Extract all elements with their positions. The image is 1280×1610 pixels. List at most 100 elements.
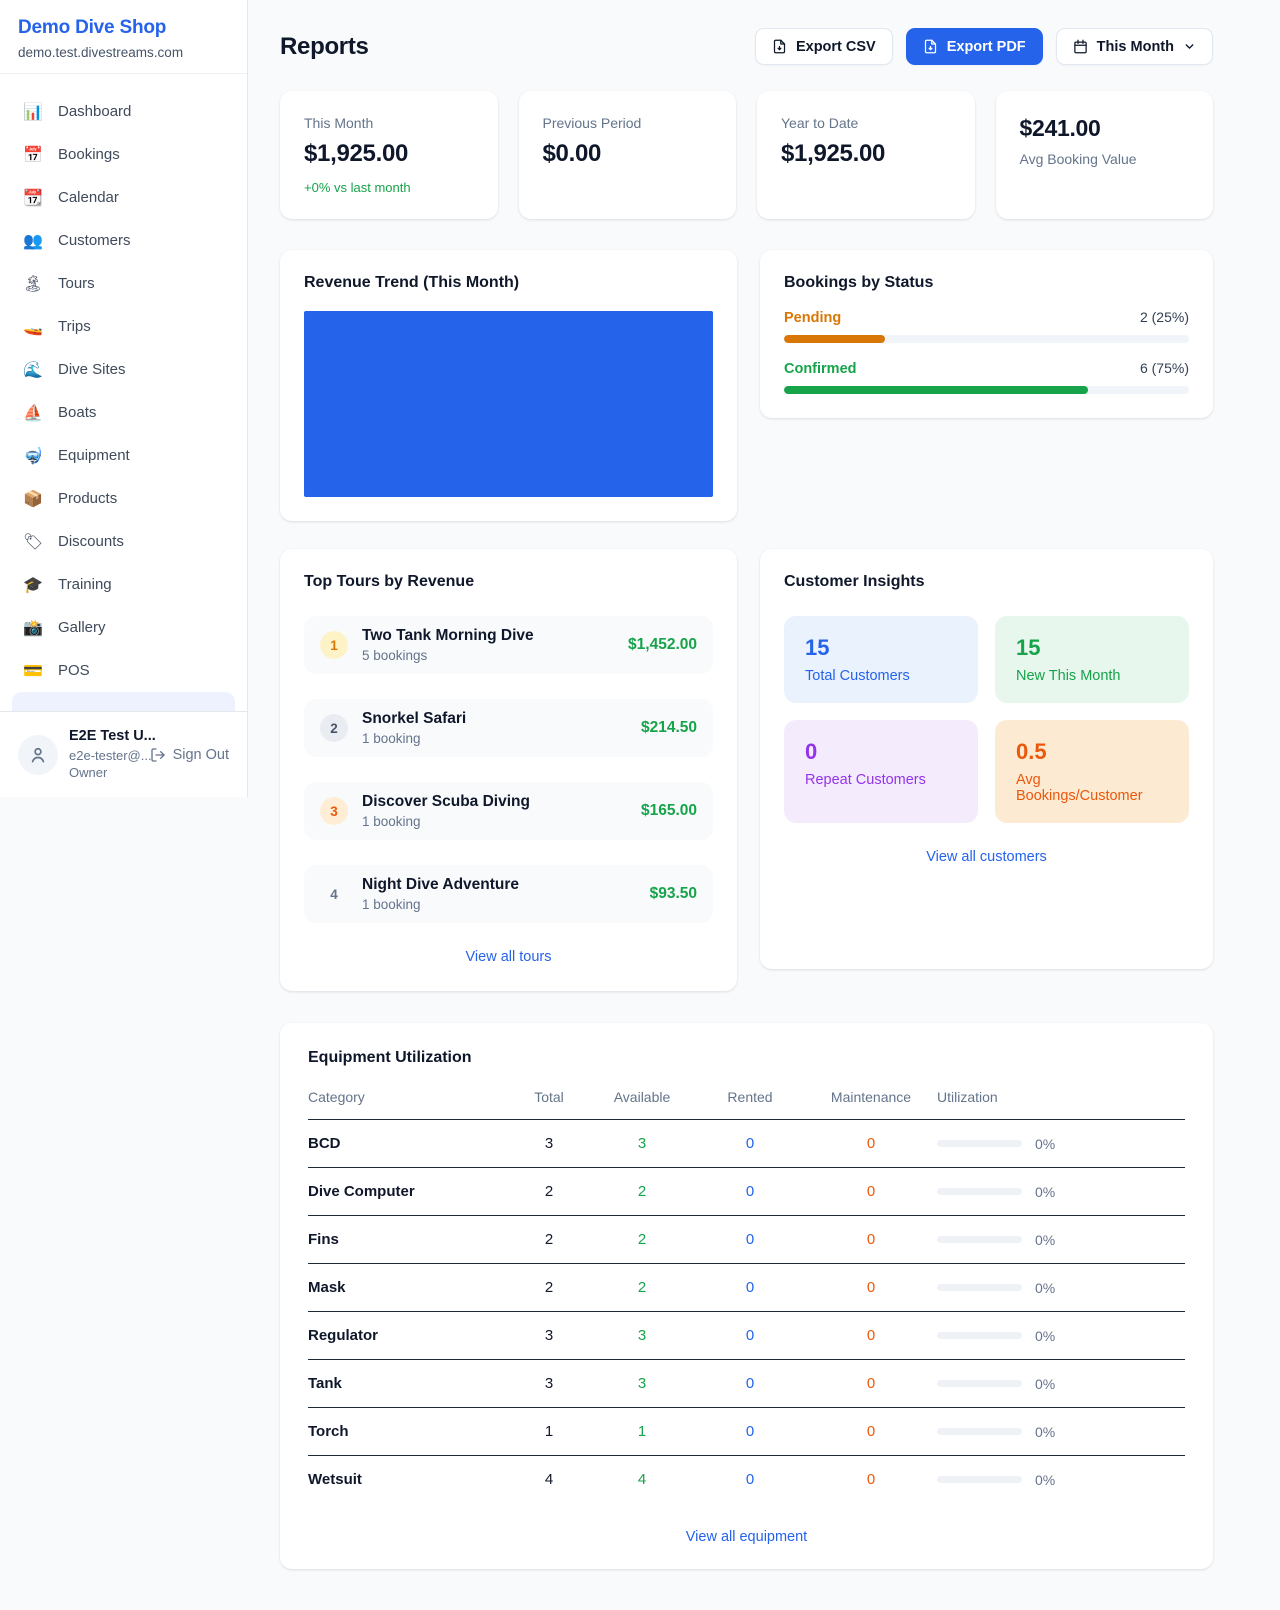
cell-rented: 0 <box>695 1407 805 1456</box>
equipment-table: Category Total Available Rented Maintena… <box>308 1089 1185 1503</box>
utilization-bar <box>937 1380 1022 1387</box>
sailboat-icon: ⛵ <box>23 404 43 422</box>
stat-label: Year to Date <box>781 115 859 131</box>
view-all-tours-link[interactable]: View all tours <box>465 949 552 965</box>
equipment-utilization-title: Equipment Utilization <box>308 1049 472 1066</box>
utilization-bar <box>937 1140 1022 1147</box>
sidebar-item-equipment[interactable]: 🤿 Equipment <box>12 434 235 477</box>
sidebar-item-pos[interactable]: 💳 POS <box>12 649 235 692</box>
utilization-value: 0% <box>1035 1423 1056 1440</box>
utilization-value: 0% <box>1035 1471 1056 1488</box>
col-maintenance: Maintenance <box>805 1089 937 1120</box>
tour-list-item: 4 Night Dive Adventure 1 booking $93.50 <box>304 865 713 923</box>
tour-list-item: 1 Two Tank Morning Dive 5 bookings $1,45… <box>304 616 713 674</box>
sidebar-item-label: Customers <box>58 232 131 249</box>
sidebar-item-label: Tours <box>58 275 95 292</box>
sidebar-item-reports-selected[interactable] <box>12 692 235 711</box>
tile-label: Avg Bookings/Customer <box>1016 772 1143 804</box>
tag-icon: 🏷 <box>22 533 44 551</box>
period-dropdown[interactable]: This Month <box>1055 28 1213 65</box>
calendar-icon: 📅 <box>23 146 43 164</box>
progress-track <box>784 335 1189 343</box>
tile-value: 15 <box>1016 635 1041 660</box>
brand-block: Demo Dive Shop demo.test.divestreams.com <box>0 0 247 74</box>
sidebar-item-training[interactable]: 🎓 Training <box>12 563 235 606</box>
stat-label: Previous Period <box>542 115 642 131</box>
cell-total: 3 <box>509 1359 589 1408</box>
stat-delta: +0% vs last month <box>304 180 411 195</box>
utilization-bar <box>937 1428 1022 1435</box>
sidebar-item-calendar[interactable]: 📆 Calendar <box>12 176 235 219</box>
tour-revenue: $93.50 <box>649 885 697 902</box>
sidebar-item-customers[interactable]: 👥 Customers <box>12 219 235 262</box>
stat-card-previous-period: Previous Period $0.00 <box>518 91 736 219</box>
cell-rented: 0 <box>695 1119 805 1168</box>
equipment-utilization-card: Equipment Utilization Category Total Ava… <box>280 1023 1213 1569</box>
sidebar-item-dive-sites[interactable]: 🌊 Dive Sites <box>12 348 235 391</box>
sidebar-item-label: Training <box>58 576 112 593</box>
charts-row: Revenue Trend (This Month) Bookings by S… <box>280 250 1213 521</box>
sidebar-item-label: Equipment <box>58 447 130 464</box>
utilization-value: 0% <box>1035 1135 1056 1152</box>
rank-badge: 1 <box>320 631 348 659</box>
export-csv-button[interactable]: Export CSV <box>754 28 893 65</box>
sidebar-item-bookings[interactable]: 📅 Bookings <box>12 133 235 176</box>
cell-maintenance: 0 <box>805 1407 937 1456</box>
period-label: This Month <box>1096 38 1174 55</box>
view-all-equipment-link[interactable]: View all equipment <box>685 1529 808 1545</box>
bookings-by-status-card: Bookings by Status Pending 2 (25%) Confi… <box>760 250 1213 418</box>
cell-maintenance: 0 <box>805 1119 937 1168</box>
bar-chart-icon: 📊 <box>23 103 43 121</box>
people-icon: 👥 <box>23 232 43 250</box>
cell-maintenance: 0 <box>805 1215 937 1264</box>
sidebar-item-label: Trips <box>58 318 91 335</box>
shop-name: Demo Dive Shop <box>18 17 167 38</box>
table-row: Torch 1 1 0 0 0% <box>308 1407 1185 1456</box>
sidebar: Demo Dive Shop demo.test.divestreams.com… <box>0 0 248 797</box>
page-title: Reports <box>280 32 369 60</box>
tour-bookings: 5 bookings <box>362 648 428 663</box>
sidebar-item-dashboard[interactable]: 📊 Dashboard <box>12 90 235 133</box>
user-role: Owner <box>69 765 108 781</box>
utilization-bar <box>937 1284 1022 1291</box>
cell-category: Dive Computer <box>308 1167 509 1216</box>
cell-available: 2 <box>589 1215 695 1264</box>
header-actions: Export CSV Export PDF This Month <box>754 28 1213 65</box>
tile-new-this-month: 15 New This Month <box>995 616 1189 703</box>
sidebar-item-gallery[interactable]: 📸 Gallery <box>12 606 235 649</box>
view-all-customers-link[interactable]: View all customers <box>926 849 1047 865</box>
table-row: Wetsuit 4 4 0 0 0% <box>308 1456 1185 1504</box>
sidebar-item-boats[interactable]: ⛵ Boats <box>12 391 235 434</box>
sidebar-item-discounts[interactable]: 🏷 Discounts <box>12 520 235 563</box>
stat-card-year-to-date: Year to Date $1,925.00 <box>757 91 975 219</box>
tile-value: 15 <box>805 635 830 660</box>
utilization-value: 0% <box>1035 1183 1056 1200</box>
camera-icon: 📸 <box>23 619 43 637</box>
tile-label: New This Month <box>1016 668 1121 684</box>
table-row: Regulator 3 3 0 0 0% <box>308 1311 1185 1360</box>
sidebar-item-label: Gallery <box>58 619 106 636</box>
tour-bookings: 1 booking <box>362 814 421 829</box>
stat-value: $0.00 <box>542 140 602 167</box>
cell-rented: 0 <box>695 1215 805 1264</box>
export-pdf-button[interactable]: Export PDF <box>905 28 1043 65</box>
tour-bookings: 1 booking <box>362 731 421 746</box>
sidebar-item-trips[interactable]: 🚤 Trips <box>12 305 235 348</box>
rank-badge: 4 <box>330 886 338 902</box>
sidebar-item-products[interactable]: 📦 Products <box>12 477 235 520</box>
progress-fill <box>784 386 1088 394</box>
sidebar-item-label: Dive Sites <box>58 361 126 378</box>
sidebar-item-tours[interactable]: 🏝 Tours <box>12 262 235 305</box>
tour-revenue: $1,452.00 <box>628 636 697 653</box>
tour-name: Night Dive Adventure <box>362 876 520 893</box>
tile-value: 0.5 <box>1016 739 1047 764</box>
stat-label: Avg Booking Value <box>1019 151 1137 167</box>
utilization-cell: 0% <box>937 1136 1185 1152</box>
page-header: Reports Export CSV Export PDF This Month <box>280 28 1213 65</box>
top-tours-title: Top Tours by Revenue <box>304 573 475 590</box>
utilization-cell: 0% <box>937 1328 1185 1344</box>
cell-total: 4 <box>544 1471 554 1488</box>
table-row: Fins 2 2 0 0 0% <box>308 1215 1185 1264</box>
sign-out-button[interactable]: Sign Out <box>150 747 229 763</box>
cell-total: 1 <box>509 1407 589 1456</box>
